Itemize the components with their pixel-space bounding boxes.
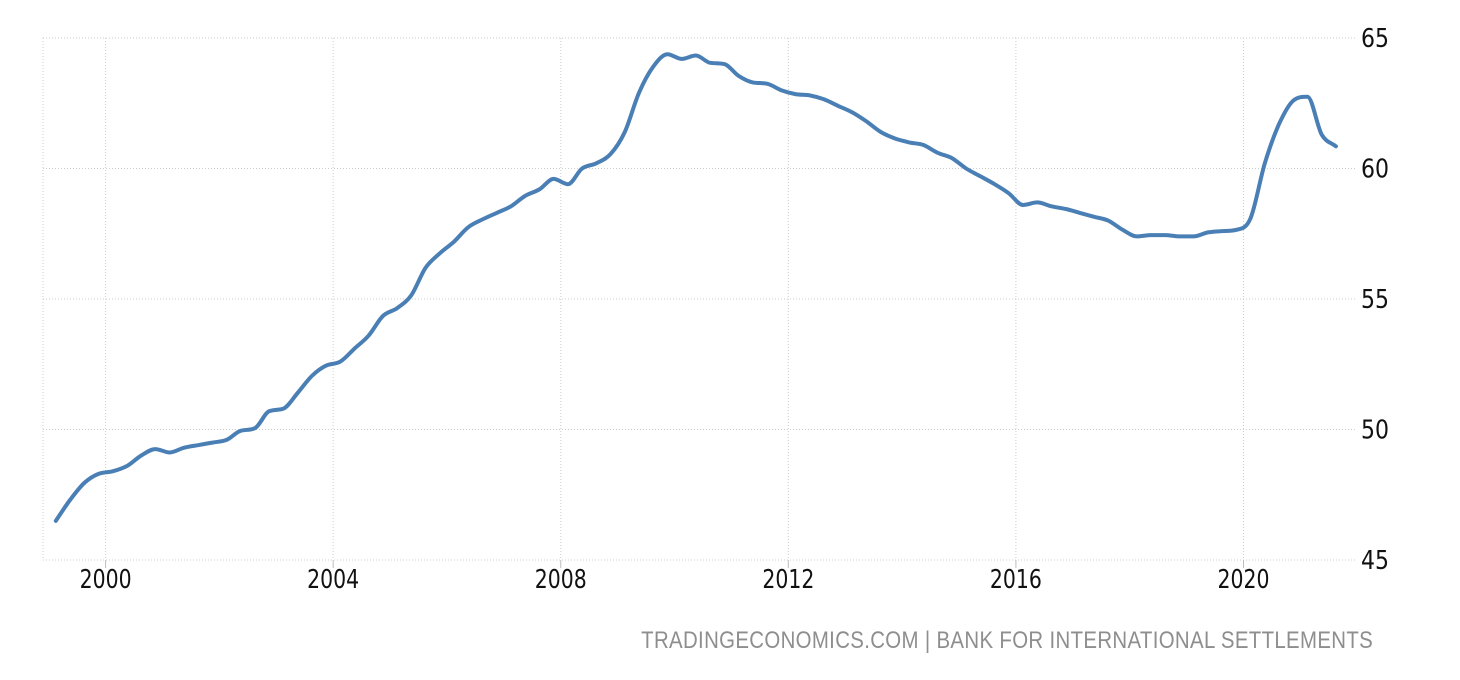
chart-attribution: TRADINGECONOMICS.COM | BANK FOR INTERNAT… [641,629,1373,653]
y-axis-tick-label: 55 [1361,285,1389,315]
x-axis-tick-label: 2016 [990,565,1042,595]
y-axis-tick-label: 45 [1361,546,1389,576]
x-axis-tick-label: 2020 [1217,565,1269,595]
series-line[interactable] [53,52,1338,523]
x-axis-tick-label: 2008 [535,565,587,595]
y-axis-tick-label: 60 [1361,155,1389,185]
y-axis-tick-label: 65 [1361,24,1389,54]
x-axis-tick-label: 2000 [80,565,132,595]
attribution-text: TRADINGECONOMICS.COM | BANK FOR INTERNAT… [641,627,1373,654]
y-axis-tick-label: 50 [1361,416,1389,446]
x-axis-tick-label: 2004 [307,565,359,595]
x-axis-tick-label: 2012 [762,565,814,595]
